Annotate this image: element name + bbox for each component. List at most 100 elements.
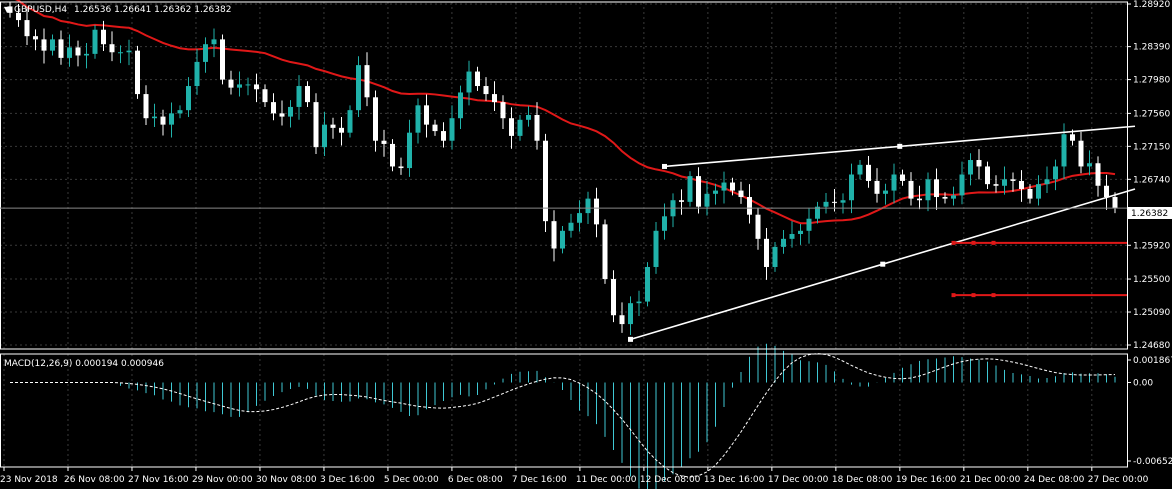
level-anchor[interactable]: [971, 293, 976, 298]
trendlines[interactable]: [628, 125, 1136, 342]
candle-bull: [772, 246, 778, 267]
candle-bear: [364, 65, 370, 98]
candle-bull: [704, 193, 710, 207]
chart-header-triangle[interactable]: ▼: [4, 5, 11, 14]
candle-bear: [330, 124, 336, 128]
horizontal-levels[interactable]: [951, 240, 1128, 298]
candle-bear: [500, 102, 506, 119]
candle-bear: [339, 127, 344, 133]
time-tick-label: 23 Nov 2018: [0, 475, 58, 485]
candle-bull: [118, 52, 123, 54]
candle-bear: [432, 124, 438, 132]
candle-bull: [585, 198, 591, 214]
candle-bull: [713, 190, 718, 194]
macd-tick-label: -0.006524: [1133, 457, 1172, 467]
level-anchor[interactable]: [951, 293, 956, 298]
candle-bull: [883, 190, 888, 194]
price-tick-label: 1.27560: [1133, 109, 1170, 119]
time-tick-label: 7 Dec 16:00: [512, 475, 567, 485]
candle-bull: [891, 174, 897, 191]
time-tick-label: 21 Dec 00:00: [960, 475, 1021, 485]
candle-bear: [534, 114, 540, 141]
candle-bull: [194, 61, 200, 87]
time-tick-label: 12 Dec 08:00: [640, 475, 701, 485]
candle-bear: [220, 39, 225, 80]
candle-bear: [755, 214, 761, 239]
candle-bull: [959, 174, 965, 196]
candle-bear: [874, 180, 880, 194]
candle-bear: [143, 94, 149, 119]
candle-bear: [619, 315, 625, 325]
candle-bull: [347, 110, 353, 133]
candle-bull: [560, 230, 565, 249]
candle-bull: [721, 182, 727, 191]
macd-header: MACD(12,26,9) 0.000194 0.000946: [4, 359, 164, 369]
time-tick-label: 26 Nov 08:00: [64, 475, 125, 485]
candle-bull: [186, 86, 191, 111]
candle-bear: [1095, 163, 1101, 186]
candle-bear: [254, 84, 259, 90]
candle-bull: [789, 234, 795, 239]
candle-bull: [415, 105, 421, 133]
price-tick-label: 1.24680: [1133, 341, 1170, 351]
moving-average-path: [14, 0, 1116, 225]
current-price-label: 1.26382: [1131, 209, 1168, 219]
candle-bull: [840, 200, 846, 203]
level-anchor[interactable]: [991, 240, 996, 245]
chart-header-ohlc: 1.26536 1.26641 1.26362 1.26382: [74, 5, 231, 15]
candle-bull: [1044, 179, 1050, 185]
candle-bull: [526, 114, 531, 120]
candle-bull: [849, 174, 854, 201]
level-anchor[interactable]: [951, 240, 956, 245]
main-panel-frame: [0, 1, 1128, 350]
time-axis[interactable]: 23 Nov 2018 26 Nov 08:00 27 Nov 16:00 29 No…: [0, 467, 1149, 485]
current-price-box: [1128, 207, 1172, 219]
candle-bear: [602, 224, 608, 280]
candle-bear: [738, 190, 744, 198]
candle-bear: [917, 198, 922, 201]
candle-bull: [407, 132, 412, 169]
time-tick-label: 3 Dec 16:00: [320, 475, 375, 485]
candle-bull: [126, 50, 132, 53]
candle-bear: [1070, 134, 1075, 141]
level-anchor[interactable]: [971, 240, 976, 245]
candle-bear: [993, 184, 999, 186]
lower-trendline-mid-anchor[interactable]: [880, 261, 886, 267]
price-tick-label: 1.28390: [1133, 43, 1170, 53]
candle-bull: [1087, 163, 1092, 167]
candle-bull: [968, 160, 973, 175]
time-tick-label: 11 Dec 00:00: [576, 475, 637, 485]
candle-bull: [237, 84, 242, 88]
candle-bear: [33, 36, 38, 40]
candle-bull: [1061, 134, 1067, 167]
candle-bear: [135, 50, 140, 95]
candle-bull: [815, 206, 820, 219]
candle-bull: [322, 124, 327, 148]
candle-bull: [1002, 179, 1007, 186]
candle-bear: [985, 166, 990, 185]
upper-trendline-anchor[interactable]: [662, 163, 667, 169]
price-tick-label: 1.25090: [1133, 308, 1170, 318]
candle-bear: [483, 86, 489, 95]
candle-bull: [466, 71, 472, 93]
candle-bear: [109, 44, 115, 53]
candle-bull: [1036, 184, 1041, 199]
lower-trendline-anchor[interactable]: [628, 336, 633, 342]
time-tick-label: 29 Nov 00:00: [192, 475, 253, 485]
candle-bear: [764, 238, 769, 267]
price-axis[interactable]: 1.28920 1.28390 1.27980 1.27560 1.27150 1.267…: [1127, 0, 1172, 467]
candle-bear: [424, 105, 429, 125]
candle-bull: [296, 86, 302, 107]
level-anchor[interactable]: [991, 293, 996, 298]
candle-bear: [492, 94, 497, 103]
time-tick-label: 24 Dec 08:00: [1024, 475, 1085, 485]
candle-bear: [58, 39, 64, 58]
candle-bull: [92, 29, 98, 54]
upper-trendline-mid-anchor[interactable]: [897, 143, 903, 149]
candle-bull: [951, 195, 956, 199]
candle-bear: [908, 180, 914, 199]
candle-bear: [228, 79, 234, 88]
candle-bull: [211, 39, 217, 45]
